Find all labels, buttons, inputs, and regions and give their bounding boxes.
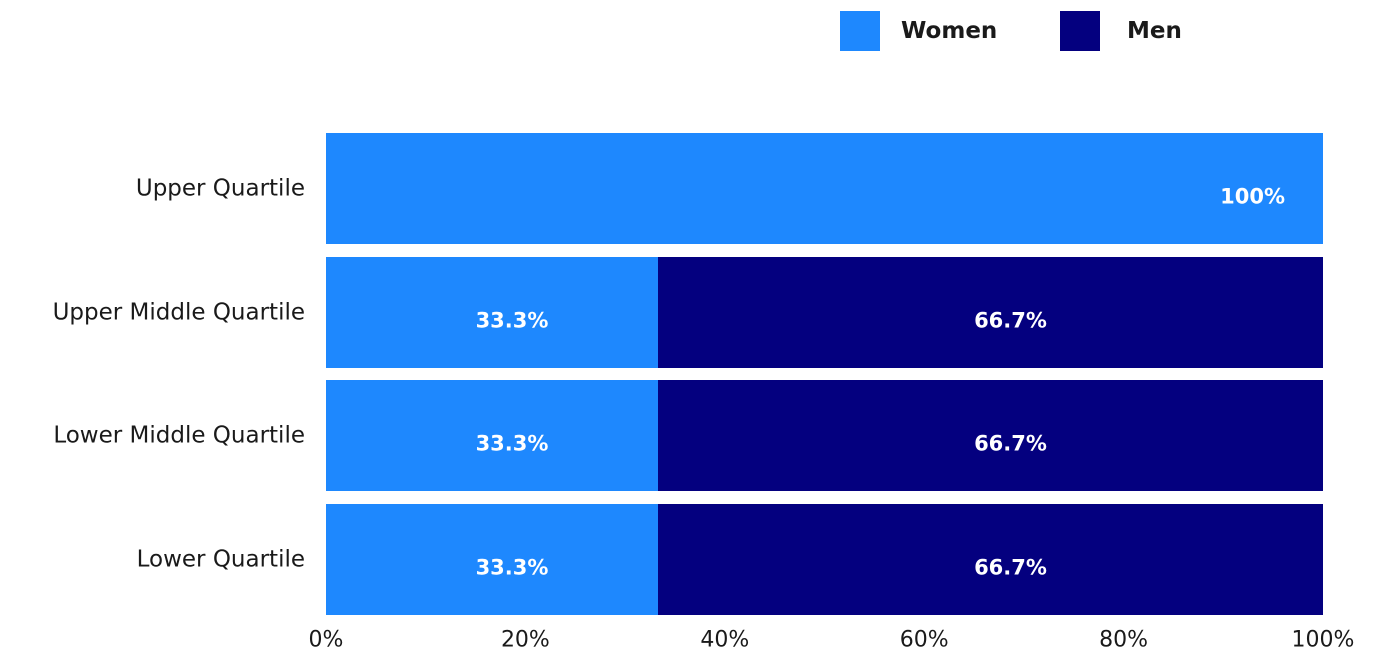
- legend-label-men: Men: [1127, 18, 1182, 44]
- data-label-women: 33.3%: [476, 432, 549, 456]
- data-label-women: 33.3%: [476, 556, 549, 580]
- data-labels: 100% 33.3% 66.7% 33.3% 66.7% 33.3% 66.7%: [476, 185, 1285, 580]
- bar-women-4: [326, 504, 659, 615]
- category-labels: Upper Quartile Upper Middle Quartile Lower…: [53, 176, 305, 573]
- bar-women-1: [326, 133, 1323, 244]
- data-label-men: 66.7%: [974, 432, 1047, 456]
- bar-men-4: [658, 504, 1323, 615]
- x-tick-label: 0%: [309, 628, 344, 653]
- bars: [326, 133, 1323, 615]
- x-tick-label: 80%: [1099, 628, 1148, 653]
- x-tick-label: 100%: [1292, 628, 1355, 653]
- data-label-women: 100%: [1220, 185, 1285, 209]
- category-label: Upper Middle Quartile: [53, 300, 305, 326]
- x-tick-label: 20%: [501, 628, 550, 653]
- bar-men-3: [658, 380, 1323, 491]
- data-label-men: 66.7%: [974, 556, 1047, 580]
- legend: Women Men: [840, 11, 1182, 51]
- bar-women-3: [326, 380, 659, 491]
- bar-women-2: [326, 257, 659, 368]
- category-label: Lower Middle Quartile: [53, 423, 305, 449]
- category-label: Upper Quartile: [136, 176, 305, 202]
- data-label-men: 66.7%: [974, 309, 1047, 333]
- x-axis: 0% 20% 40% 60% 80% 100%: [309, 628, 1355, 653]
- x-tick-label: 40%: [700, 628, 749, 653]
- category-label: Lower Quartile: [137, 547, 305, 573]
- legend-label-women: Women: [901, 18, 997, 44]
- legend-swatch-men: [1060, 11, 1100, 51]
- legend-swatch-women: [840, 11, 880, 51]
- x-tick-label: 60%: [900, 628, 949, 653]
- bar-men-2: [658, 257, 1323, 368]
- data-label-women: 33.3%: [476, 309, 549, 333]
